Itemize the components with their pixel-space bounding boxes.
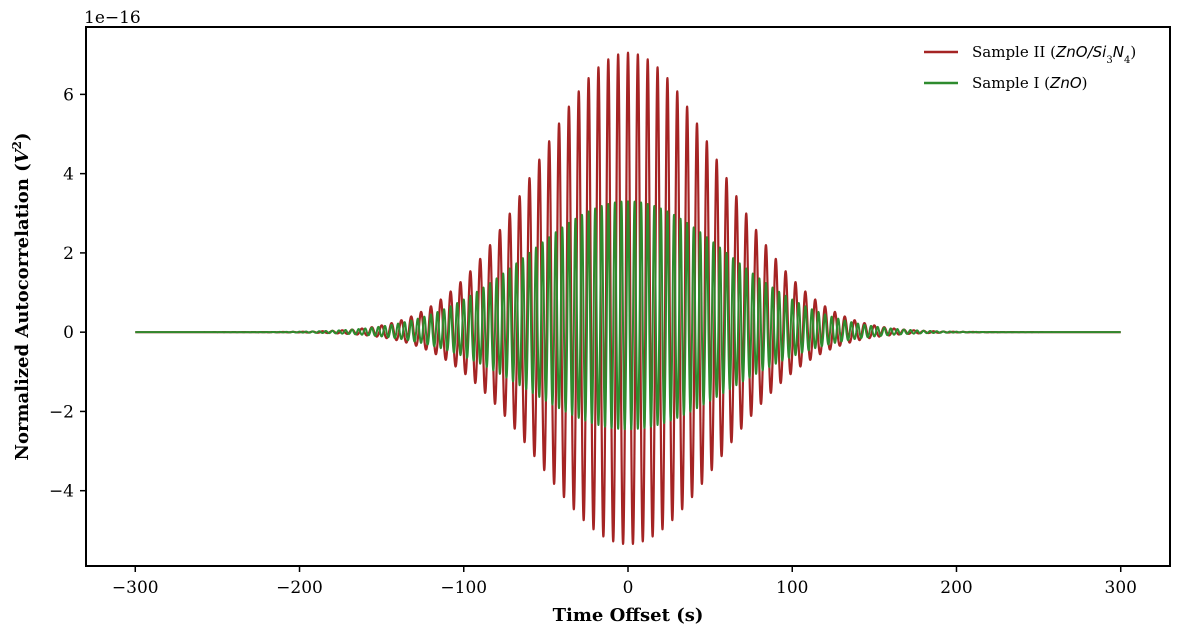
y-label-close: ) — [12, 133, 33, 142]
legend-ii-sub3: 3 — [1106, 55, 1112, 66]
x-tick-label: 100 — [776, 578, 808, 598]
plot-lines — [134, 51, 1122, 545]
legend-ii-si: Si — [1093, 43, 1108, 61]
y-tick-label: 4 — [63, 165, 74, 185]
y-axis-offset-text: 1e−16 — [84, 8, 141, 28]
legend-i-suffix: ) — [1082, 74, 1088, 92]
x-tick-label: −200 — [276, 578, 323, 598]
y-label-var: V — [12, 147, 33, 163]
x-tick-label: 0 — [623, 578, 634, 598]
legend: Sample II (ZnO/Si3N4) Sample I (ZnO) — [924, 43, 1136, 92]
x-axis-label: Time Offset (s) — [553, 605, 704, 626]
y-axis-ticks: −4 −2 0 2 4 6 — [49, 85, 86, 502]
y-tick-label: 6 — [63, 85, 74, 105]
x-tick-label: 200 — [940, 578, 972, 598]
y-axis-label: Normalized Autocorrelation (V2) — [10, 133, 33, 461]
legend-i-prefix: Sample I ( — [972, 74, 1050, 92]
y-tick-label: 2 — [63, 244, 74, 264]
x-tick-label: −100 — [440, 578, 487, 598]
y-label-base: Normalized Autocorrelation ( — [12, 163, 33, 460]
y-tick-label: −2 — [49, 402, 74, 422]
legend-entry-sample-ii: Sample II (ZnO/Si3N4) — [972, 43, 1136, 66]
legend-ii-zno: ZnO — [1055, 43, 1088, 61]
series-line-sample-i — [134, 200, 1122, 431]
legend-ii-prefix: Sample II ( — [972, 43, 1056, 61]
x-tick-label: 300 — [1105, 578, 1137, 598]
y-tick-label: 0 — [63, 323, 74, 343]
legend-i-zno: ZnO — [1049, 74, 1082, 92]
legend-ii-suffix: ) — [1130, 43, 1136, 61]
legend-ii-slash: / — [1086, 43, 1095, 61]
legend-entry-sample-i: Sample I (ZnO) — [972, 74, 1088, 92]
x-tick-label: −300 — [112, 578, 159, 598]
legend-ii-sub4: 4 — [1124, 55, 1130, 66]
legend-ii-n: N — [1113, 43, 1124, 61]
series-line-sample-ii — [134, 51, 1122, 545]
y-tick-label: −4 — [49, 482, 74, 502]
x-axis-ticks: −300 −200 −100 0 100 200 300 — [112, 566, 1137, 598]
y-label-sup: 2 — [10, 141, 24, 149]
